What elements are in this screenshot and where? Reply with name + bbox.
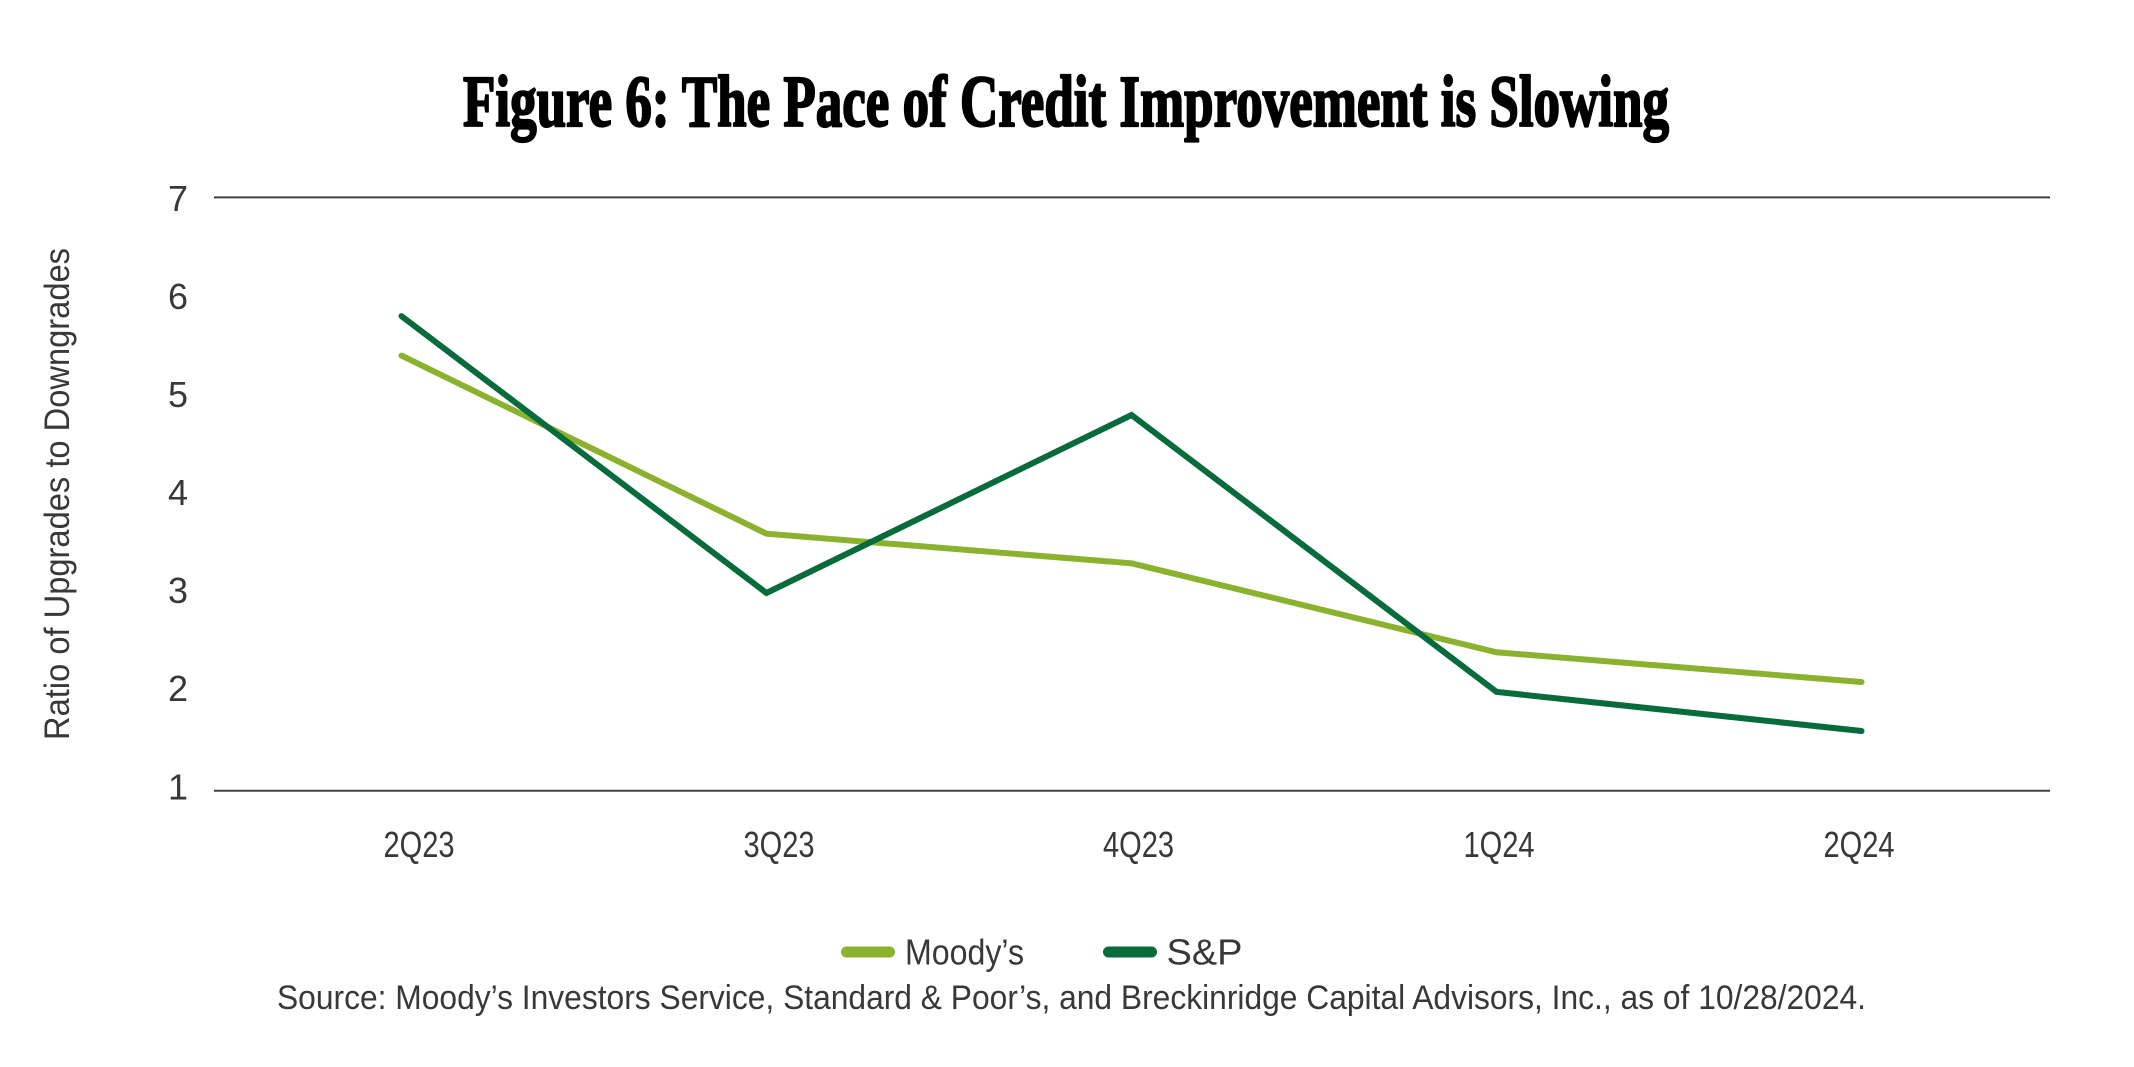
svg-text:4: 4 <box>168 472 188 513</box>
svg-text:2: 2 <box>168 668 188 709</box>
svg-text:6: 6 <box>168 276 188 317</box>
svg-text:5: 5 <box>168 374 188 415</box>
svg-text:7: 7 <box>168 178 188 219</box>
svg-text:S&P: S&P <box>1167 931 1243 972</box>
svg-text:2Q23: 2Q23 <box>384 824 455 865</box>
svg-text:Moody’s: Moody’s <box>905 931 1024 972</box>
svg-text:3Q23: 3Q23 <box>744 824 815 865</box>
svg-text:3: 3 <box>168 570 188 611</box>
svg-text:Source: Moody’s Investors Serv: Source: Moody’s Investors Service, Stand… <box>277 979 1866 1017</box>
svg-text:Figure 6: The Pace of Credit I: Figure 6: The Pace of Credit Improvement… <box>463 61 1669 142</box>
svg-text:Ratio of Upgrades to Downgrade: Ratio of Upgrades to Downgrades <box>38 248 77 740</box>
svg-text:1Q24: 1Q24 <box>1464 824 1535 865</box>
svg-text:2Q24: 2Q24 <box>1824 824 1895 865</box>
svg-text:1: 1 <box>168 766 188 807</box>
svg-text:4Q23: 4Q23 <box>1103 824 1174 865</box>
